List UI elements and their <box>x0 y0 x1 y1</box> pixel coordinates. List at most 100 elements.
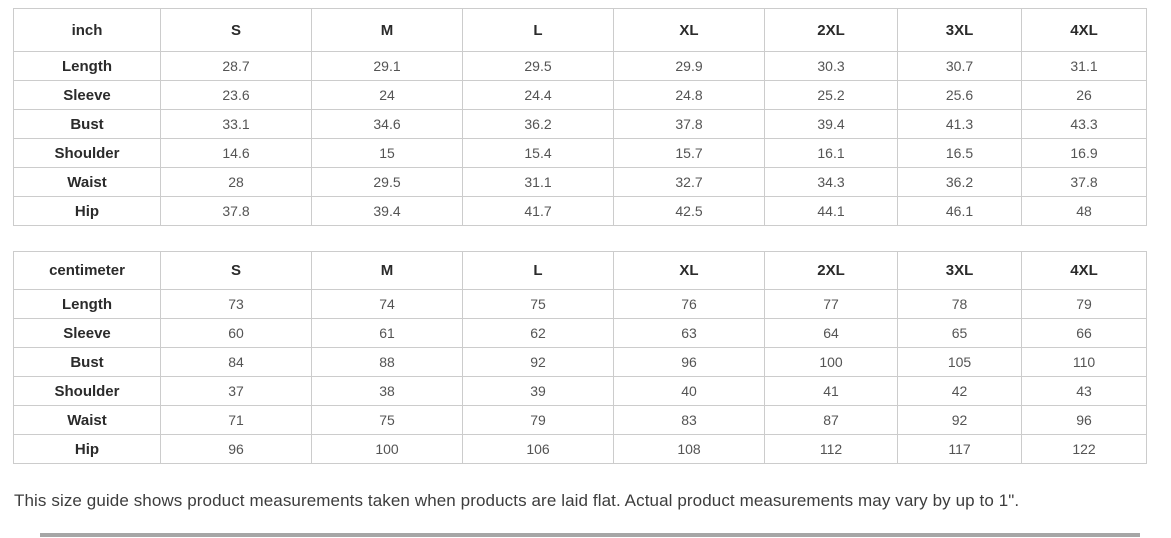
bottom-divider-bar <box>40 533 1140 537</box>
row-label-cell: Waist <box>13 405 161 435</box>
size-table-centimeter-header: centimeter S M L XL 2XL 3XL 4XL <box>13 251 1147 290</box>
value-cell: 64 <box>764 318 898 348</box>
value-cell: 100 <box>764 347 898 377</box>
value-cell: 37 <box>160 376 312 406</box>
value-cell: 75 <box>462 289 614 319</box>
value-cell: 41.7 <box>462 196 614 226</box>
value-cell: 96 <box>613 347 765 377</box>
value-cell: 29.5 <box>462 51 614 81</box>
value-cell: 100 <box>311 434 463 464</box>
value-cell: 39 <box>462 376 614 406</box>
value-cell: 84 <box>160 347 312 377</box>
row-label-cell: Hip <box>13 434 161 464</box>
value-cell: 46.1 <box>897 196 1022 226</box>
value-cell: 108 <box>613 434 765 464</box>
size-header-cell: XL <box>613 251 765 290</box>
table-row: Hip 37.8 39.4 41.7 42.5 44.1 46.1 48 <box>13 196 1147 226</box>
value-cell: 37.8 <box>1021 167 1147 197</box>
table-row: Sleeve 60 61 62 63 64 65 66 <box>13 318 1147 348</box>
table-row: Shoulder 37 38 39 40 41 42 43 <box>13 376 1147 406</box>
size-table-header-row: inch S M L XL 2XL 3XL 4XL <box>13 8 1147 52</box>
value-cell: 87 <box>764 405 898 435</box>
value-cell: 75 <box>311 405 463 435</box>
value-cell: 76 <box>613 289 765 319</box>
row-label-cell: Bust <box>13 347 161 377</box>
value-cell: 60 <box>160 318 312 348</box>
value-cell: 15 <box>311 138 463 168</box>
row-label-cell: Shoulder <box>13 376 161 406</box>
size-header-cell: S <box>160 8 312 52</box>
table-row: Length 28.7 29.1 29.5 29.9 30.3 30.7 31.1 <box>13 51 1147 81</box>
value-cell: 39.4 <box>764 109 898 139</box>
size-header-cell: 3XL <box>897 8 1022 52</box>
value-cell: 34.6 <box>311 109 463 139</box>
value-cell: 16.9 <box>1021 138 1147 168</box>
size-header-cell: 2XL <box>764 8 898 52</box>
value-cell: 25.2 <box>764 80 898 110</box>
value-cell: 29.9 <box>613 51 765 81</box>
value-cell: 79 <box>1021 289 1147 319</box>
value-cell: 37.8 <box>613 109 765 139</box>
value-cell: 24.8 <box>613 80 765 110</box>
unit-cell: centimeter <box>13 251 161 290</box>
value-cell: 38 <box>311 376 463 406</box>
value-cell: 24 <box>311 80 463 110</box>
table-row: Waist 28 29.5 31.1 32.7 34.3 36.2 37.8 <box>13 167 1147 197</box>
size-header-cell: 3XL <box>897 251 1022 290</box>
table-row: Bust 33.1 34.6 36.2 37.8 39.4 41.3 43.3 <box>13 109 1147 139</box>
value-cell: 63 <box>613 318 765 348</box>
value-cell: 44.1 <box>764 196 898 226</box>
size-header-cell: L <box>462 251 614 290</box>
value-cell: 83 <box>613 405 765 435</box>
value-cell: 37.8 <box>160 196 312 226</box>
value-cell: 36.2 <box>897 167 1022 197</box>
size-table-inch: inch S M L XL 2XL 3XL 4XL Length 28.7 29.1 29.5 29.… <box>13 8 1147 226</box>
value-cell: 40 <box>613 376 765 406</box>
value-cell: 77 <box>764 289 898 319</box>
value-cell: 71 <box>160 405 312 435</box>
value-cell: 34.3 <box>764 167 898 197</box>
value-cell: 78 <box>897 289 1022 319</box>
value-cell: 74 <box>311 289 463 319</box>
value-cell: 48 <box>1021 196 1147 226</box>
value-cell: 105 <box>897 347 1022 377</box>
value-cell: 79 <box>462 405 614 435</box>
value-cell: 117 <box>897 434 1022 464</box>
value-cell: 26 <box>1021 80 1147 110</box>
value-cell: 33.1 <box>160 109 312 139</box>
value-cell: 92 <box>897 405 1022 435</box>
row-label-cell: Bust <box>13 109 161 139</box>
value-cell: 31.1 <box>1021 51 1147 81</box>
value-cell: 43.3 <box>1021 109 1147 139</box>
value-cell: 24.4 <box>462 80 614 110</box>
value-cell: 30.3 <box>764 51 898 81</box>
value-cell: 122 <box>1021 434 1147 464</box>
size-table-inch-body: Length 28.7 29.1 29.5 29.9 30.3 30.7 31.1 Sleeve… <box>13 51 1147 226</box>
size-header-cell: M <box>311 8 463 52</box>
value-cell: 30.7 <box>897 51 1022 81</box>
size-header-cell: L <box>462 8 614 52</box>
value-cell: 106 <box>462 434 614 464</box>
table-row: Sleeve 23.6 24 24.4 24.8 25.2 25.6 26 <box>13 80 1147 110</box>
table-row: Hip 96 100 106 108 112 117 122 <box>13 434 1147 464</box>
value-cell: 112 <box>764 434 898 464</box>
value-cell: 41.3 <box>897 109 1022 139</box>
size-header-cell: 4XL <box>1021 8 1147 52</box>
row-label-cell: Shoulder <box>13 138 161 168</box>
value-cell: 96 <box>160 434 312 464</box>
value-cell: 110 <box>1021 347 1147 377</box>
value-cell: 36.2 <box>462 109 614 139</box>
value-cell: 96 <box>1021 405 1147 435</box>
row-label-cell: Sleeve <box>13 80 161 110</box>
unit-cell: inch <box>13 8 161 52</box>
value-cell: 28.7 <box>160 51 312 81</box>
table-row: Length 73 74 75 76 77 78 79 <box>13 289 1147 319</box>
size-header-cell: S <box>160 251 312 290</box>
size-header-cell: 4XL <box>1021 251 1147 290</box>
value-cell: 32.7 <box>613 167 765 197</box>
row-label-cell: Sleeve <box>13 318 161 348</box>
table-row: Waist 71 75 79 83 87 92 96 <box>13 405 1147 435</box>
value-cell: 66 <box>1021 318 1147 348</box>
value-cell: 25.6 <box>897 80 1022 110</box>
size-table-centimeter-body: Length 73 74 75 76 77 78 79 Sleeve 60 61 62 63 64 65 66… <box>13 289 1147 464</box>
